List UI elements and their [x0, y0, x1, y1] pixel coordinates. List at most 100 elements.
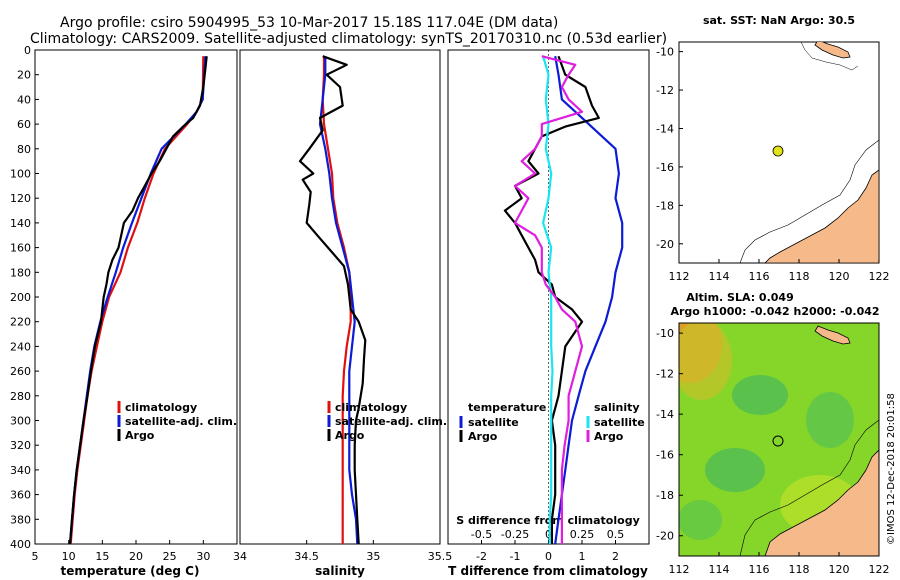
map-lon-tick-label: 120 — [829, 563, 850, 576]
map-lat-tick-label: -14 — [656, 122, 674, 135]
map-lat-tick-label: -10 — [656, 46, 674, 59]
x-tick-label: -0.5 — [471, 528, 492, 541]
x-tick-label: 25 — [163, 550, 177, 563]
sla-map-subtitle: Argo h1000: -0.042 h2000: -0.042 — [670, 305, 879, 318]
depth-tick-label: 240 — [10, 340, 31, 353]
difference-top-x-ticks: -0.5 -0.25 0 0.25 0.5 — [471, 528, 624, 541]
map-lon-tick-label: 112 — [669, 270, 690, 283]
x-tick-label: 10 — [62, 550, 76, 563]
sla-low-south — [705, 448, 765, 492]
sla-low-sw — [679, 500, 722, 540]
map-lon-tick-label: 112 — [669, 563, 690, 576]
difference-series — [503, 50, 624, 544]
legend-satellite-label: satellite-adj. clim. — [125, 415, 237, 428]
map-lat-tick-label: -18 — [656, 489, 674, 502]
depth-tick-label: 400 — [10, 538, 31, 551]
x-tick-label: 20 — [129, 550, 143, 563]
sla-map-frame — [678, 322, 880, 557]
temperature-plot-frame — [34, 49, 238, 545]
x-tick-label: 34.5 — [294, 550, 319, 563]
map-lat-tick-label: -20 — [656, 238, 674, 251]
temperature-x-label: temperature (deg C) — [61, 564, 200, 578]
x-tick-label: 15 — [95, 550, 109, 563]
depth-tick-label: 140 — [10, 217, 31, 230]
depth-tick-label: 220 — [10, 316, 31, 329]
sst-map-axes: 112 114 116 118 120 122 -10 -12 -14 -16 -18 -20 — [656, 46, 889, 283]
x-tick-label: 35 — [366, 550, 380, 563]
sla-map-axes: 112 114 116 118 120 122 -10 -12 -14 -16 -18 -20 — [656, 327, 889, 576]
map-lat-tick-label: -16 — [656, 449, 674, 462]
sla-warm-west — [679, 323, 732, 400]
legend-t-argo-label: Argo — [468, 430, 498, 443]
map-lon-tick-label: 120 — [829, 270, 850, 283]
legend-climatology-label: climatology — [125, 401, 197, 414]
depth-tick-label: 260 — [10, 365, 31, 378]
map-lon-tick-label: 114 — [709, 563, 730, 576]
legend-t-satellite-label: satellite — [468, 416, 519, 429]
land-island-north — [814, 42, 851, 59]
map-lat-tick-label: -14 — [656, 408, 674, 421]
credit-text: ©IMOS 12-Dec-2018 20:01:58 — [886, 393, 897, 545]
legend-satellite-label: satellite-adj. clim. — [335, 415, 447, 428]
shelf-contour — [739, 139, 879, 263]
temperature-legend: climatology satellite-adj. clim. Argo — [117, 401, 237, 442]
temperature-series — [68, 56, 208, 544]
map-lon-tick-label: 116 — [749, 270, 770, 283]
legend-s-argo-label: Argo — [594, 430, 624, 443]
sla-map-title: Altim. SLA: 0.049 — [686, 291, 793, 304]
depth-axis: 0 20 40 60 80 100 120 140 160 180 200 220 240 260 280 3… — [10, 44, 39, 551]
map-lat-tick-label: -18 — [656, 199, 674, 212]
series-line-s-argo — [513, 55, 584, 544]
title-line2: Climatology: CARS2009. Satellite-adjuste… — [30, 31, 667, 47]
map-lat-tick-label: -12 — [656, 368, 674, 381]
legend-climatology-label: climatology — [335, 401, 407, 414]
x-tick-label: 30 — [196, 550, 210, 563]
salinity-x-ticks: 34 34.5 35 35.5 — [233, 540, 452, 563]
map-lon-tick-label: 114 — [709, 270, 730, 283]
shelf-contour-north — [800, 42, 859, 71]
series-line-satellite-adj-clim- — [68, 56, 207, 544]
map-lon-tick-label: 116 — [749, 563, 770, 576]
sla-low-center — [732, 375, 788, 415]
salinity-legend: climatology satellite-adj. clim. Argo — [327, 401, 447, 442]
map-lon-tick-label: 122 — [869, 270, 890, 283]
map-lon-tick-label: 122 — [869, 563, 890, 576]
legend-salinity-title: salinity — [594, 401, 640, 414]
difference-legend: temperature satellite Argo salinity sate… — [459, 401, 645, 443]
map-lon-tick-label: 118 — [789, 270, 810, 283]
depth-tick-label: 80 — [17, 143, 31, 156]
legend-s-satellite-label: satellite — [594, 416, 645, 429]
x-tick-label: 1 — [579, 550, 586, 563]
difference-top-x-label: S difference from climatology — [456, 514, 640, 527]
depth-tick-label: 100 — [10, 168, 31, 181]
sla-map-field — [679, 323, 879, 556]
depth-tick-label: 160 — [10, 242, 31, 255]
sla-low-east — [806, 392, 854, 448]
map-lat-tick-label: -20 — [656, 530, 674, 543]
depth-tick-label: 200 — [10, 291, 31, 304]
sla-map-argo-marker — [772, 435, 784, 447]
depth-tick-label: 60 — [17, 118, 31, 131]
title-line1: Argo profile: csiro 5904995_53 10-Mar-20… — [60, 15, 558, 31]
difference-x-label: T difference from climatology — [448, 564, 648, 578]
series-line-climatology — [321, 56, 352, 544]
depth-tick-label: 0 — [24, 44, 31, 57]
x-tick-label: 5 — [32, 550, 39, 563]
depth-tick-label: 280 — [10, 390, 31, 403]
sst-map-title: sat. SST: NaN Argo: 30.5 — [703, 14, 855, 27]
series-line-argo — [298, 55, 367, 544]
depth-tick-label: 120 — [10, 192, 31, 205]
depth-tick-label: 20 — [17, 69, 31, 82]
temperature-x-ticks: 5 10 15 20 25 30 — [32, 540, 210, 563]
legend-argo-label: Argo — [125, 429, 155, 442]
series-line-s-satellite — [541, 55, 554, 544]
depth-tick-label: 40 — [17, 93, 31, 106]
map-lat-tick-label: -10 — [656, 327, 674, 340]
x-tick-label: 34 — [233, 550, 247, 563]
map-lon-tick-label: 118 — [789, 563, 810, 576]
depth-tick-label: 320 — [10, 439, 31, 452]
series-line-t-satellite — [554, 56, 624, 544]
x-tick-label: 0.5 — [607, 528, 625, 541]
x-tick-label: -2 — [476, 550, 487, 563]
salinity-series — [298, 55, 367, 544]
